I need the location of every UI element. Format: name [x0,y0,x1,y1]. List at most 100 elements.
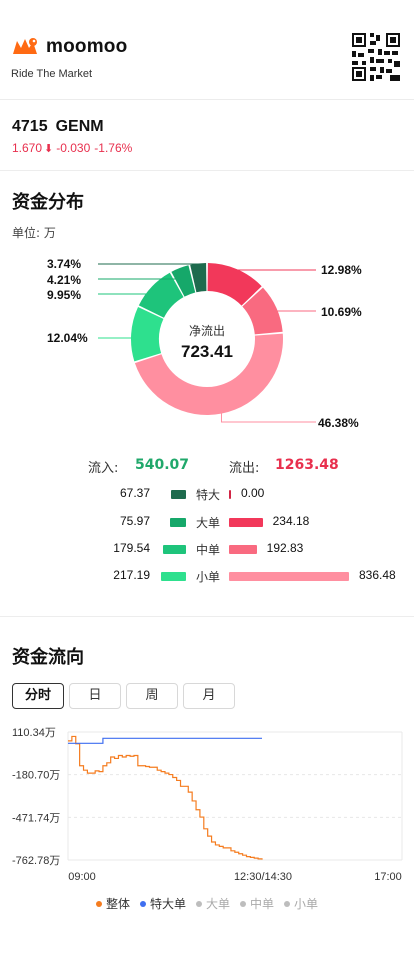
y-tick-label: -762.78万 [12,855,60,867]
stock-price: 1.670 [12,141,43,155]
order-size-category: 大单 [195,516,220,530]
inflow-value: 217.19 [113,568,150,582]
section-divider [0,170,414,171]
legend-label: 大单 [205,897,230,911]
donut-slice-in_s [131,307,164,362]
inflow-value: 67.37 [119,486,150,500]
outflow-value: 192.83 [266,541,304,555]
inflow-bar [161,572,186,581]
outflow-bar [229,545,257,554]
legend-label: 小单 [294,897,319,911]
legend-dot [139,900,146,907]
capital-flow-line-chart: 110.34万 -180.70万 -471.74万 -762.78万 09:00 12:3… [12,727,403,883]
legend-item-small[interactable]: 小单 [284,895,318,912]
tab-week[interactable]: 周 [126,683,178,709]
inflow-bar [163,545,186,554]
legend-label: 特大单 [149,897,186,911]
x-tick-label: 17:00 [374,871,402,883]
legend-label: 中单 [250,897,275,911]
stock-info: 4715 GENM 1.670 ⬇ -0.030 -1.76% [12,118,132,155]
outflow-total: 1263.48 [275,457,339,473]
brand-name: moomoo [46,36,128,57]
series-line-xl [68,737,262,744]
flow-summary: 流入: 540.07 流出: 1263.48 [0,457,414,477]
outflow-value: 0.00 [241,486,265,500]
pct-label-in-l: 4.21% [47,273,82,287]
donut-slice-in_l [171,265,196,297]
order-size-category: 中单 [195,543,220,557]
order-size-row: 217.19 小单 836.48 [0,568,414,586]
legend-item-medium[interactable]: 中单 [240,895,274,912]
outflow-value: 836.48 [359,568,396,582]
leader-line-out_m [274,308,316,312]
pct-label-out-s: 46.38% [318,416,359,430]
legend-dot [240,900,246,907]
stock-title: 4715 GENM [12,118,132,136]
order-size-row: 179.54 中单 192.83 [0,541,414,559]
series-line-overall [68,735,263,860]
order-size-row: 75.97 大单 234.18 [0,514,414,532]
leader-line-out_s [220,411,316,423]
outflow-label: 流出: [229,461,260,476]
donut-slice-out_m [242,287,283,335]
arrow-down-icon: ⬇ [44,142,54,155]
order-size-category: 特大 [195,488,220,502]
inflow-bar [170,490,186,499]
x-tick-label: 09:00 [68,871,96,883]
qr-code-icon[interactable] [352,33,400,81]
order-size-row: 67.37 特大 0.00 [0,486,414,504]
legend-label: 整体 [105,897,130,911]
pct-label-out-m: 10.69% [321,305,362,319]
stock-change-pct: -1.76% [94,141,133,155]
donut-slice-in_xl [190,263,207,293]
outflow-bar [229,572,349,581]
moomoo-logo-icon [13,38,37,54]
stock-change: -0.030 [56,141,91,155]
legend-dot [195,900,202,907]
distribution-donut-chart [98,263,316,423]
order-size-category: 小单 [195,570,220,584]
flow-title: 资金流向 [12,647,84,668]
inflow-label: 流入: [88,461,119,476]
y-tick-label: 110.34万 [12,727,56,739]
inflow-value: 179.54 [113,541,150,555]
tab-day[interactable]: 日 [69,683,121,709]
leader-line-out_l [235,269,316,272]
donut-slice-in_m [138,272,184,318]
chart-legend: 整体 特大单 大单 中单 小单 [0,895,414,912]
donut-slice-out_l [207,263,262,306]
tab-intraday[interactable]: 分时 [12,683,64,709]
legend-item-overall[interactable]: 整体 [95,895,130,912]
stock-name: GENM [55,118,104,135]
inflow-bar [170,518,186,527]
net-flow-label: 净流出 [188,324,225,338]
distribution-title: 资金分布 [12,192,84,213]
leader-line-in_m [98,288,154,295]
brand-tagline: Ride The Market [11,68,93,80]
leader-line-in_l [98,269,181,280]
period-tabs: 分时 日 周 月 [12,683,240,709]
pct-label-in-s: 12.04% [47,331,88,345]
pct-label-in-m: 9.95% [47,288,82,302]
y-tick-label: -471.74万 [12,812,60,824]
brand-logo[interactable]: moomoo [11,36,127,58]
outflow-bar [229,518,263,527]
x-tick-label: 12:30/14:30 [234,871,292,883]
inflow-total: 540.07 [135,457,190,473]
legend-item-xl[interactable]: 特大单 [139,895,186,912]
legend-dot [284,900,291,907]
legend-item-large[interactable]: 大单 [195,895,230,912]
app-header: moomoo Ride The Market [0,0,414,100]
donut-slice-out_s [134,333,283,416]
net-flow-value: 723.41 [181,342,233,361]
y-tick-label: -180.70万 [12,770,60,782]
leader-line-in_s [98,333,134,339]
legend-dot [95,900,102,907]
tab-month[interactable]: 月 [183,683,235,709]
inflow-value: 75.97 [119,514,150,528]
stock-code: 4715 [12,118,48,135]
pct-label-out-l: 12.98% [321,263,362,277]
section-divider [0,616,414,617]
outflow-value: 234.18 [272,514,310,528]
stock-quote: 1.670 ⬇ -0.030 -1.76% [12,141,132,155]
